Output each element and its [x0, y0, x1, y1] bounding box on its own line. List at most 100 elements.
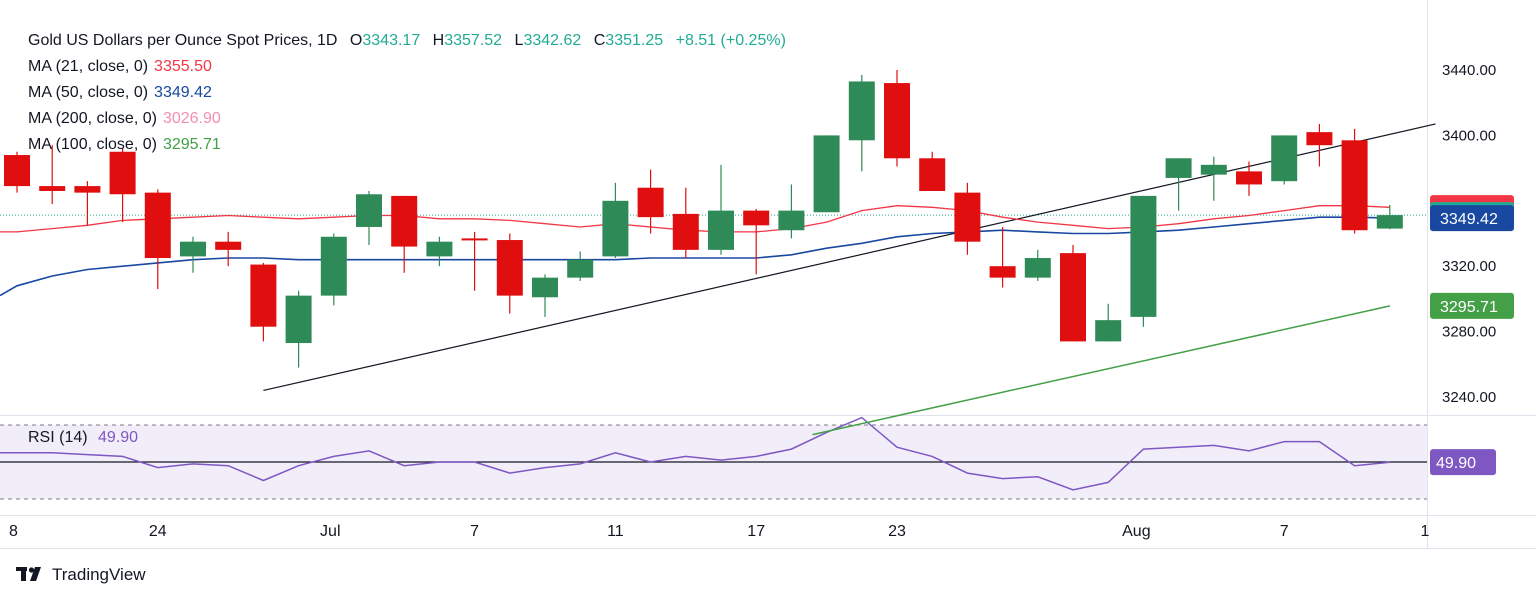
- candle-body: [1095, 320, 1122, 342]
- ma21-label: MA (21, close, 0): [28, 58, 149, 75]
- candle-body: [180, 241, 206, 257]
- candle: [884, 70, 910, 167]
- candle-body: [602, 200, 629, 257]
- candle-body: [567, 259, 594, 278]
- time-tick-label: 23: [888, 523, 906, 540]
- candle-body: [74, 186, 101, 193]
- candle-body: [848, 81, 875, 141]
- time-tick-label: 17: [747, 523, 765, 540]
- chart-legend: Gold US Dollars per Ounce Spot Prices, 1…: [28, 28, 786, 158]
- candle: [74, 181, 101, 226]
- rsi-label: RSI (14): [28, 429, 88, 446]
- time-tick-label: 11: [607, 523, 624, 540]
- ma50-value: 3349.42: [154, 84, 212, 101]
- candle-body: [496, 240, 523, 296]
- candle: [1165, 158, 1192, 211]
- ma100-value: 3295.71: [162, 136, 221, 153]
- candle-body: [320, 236, 347, 296]
- candle-body: [1271, 135, 1298, 182]
- price-tick-label: 3440.00: [1442, 62, 1496, 79]
- candle: [215, 231, 242, 267]
- candle: [1376, 204, 1403, 230]
- rsi-legend-value: 49.90: [98, 429, 139, 446]
- candle-body: [954, 192, 981, 242]
- candle: [602, 182, 629, 259]
- candle: [4, 151, 30, 193]
- ma50-legend[interactable]: MA (50, close, 0) 3349.42: [28, 80, 786, 106]
- tradingview-brand[interactable]: TradingView: [16, 565, 146, 585]
- candle-body: [1236, 171, 1262, 185]
- candle: [426, 236, 453, 267]
- candle-body: [1376, 215, 1403, 229]
- ma100-legend[interactable]: MA (100, close, 0) 3295.71: [28, 132, 786, 158]
- price-badge-label: 3349.42: [1440, 211, 1498, 228]
- high-value: 3357.52: [444, 32, 503, 49]
- rsi-line: [0, 416, 1390, 491]
- candle: [532, 274, 558, 317]
- candle-body: [1165, 158, 1192, 178]
- candle-body: [215, 241, 242, 250]
- title-row: Gold US Dollars per Ounce Spot Prices, 1…: [28, 28, 786, 54]
- candle: [919, 151, 946, 191]
- candle-body: [461, 238, 488, 241]
- candle-body: [884, 83, 910, 159]
- candle: [708, 164, 734, 255]
- candle-body: [1130, 195, 1157, 317]
- candle: [743, 208, 770, 275]
- time-tick-label: 7: [470, 523, 479, 540]
- price-tick-label: 3320.00: [1442, 258, 1496, 275]
- candle: [672, 187, 699, 259]
- candle-body: [1306, 132, 1333, 146]
- chart-title: Gold US Dollars per Ounce Spot Prices, 1…: [28, 32, 338, 49]
- candle-body: [39, 186, 66, 191]
- candle: [1060, 244, 1086, 342]
- candle: [496, 233, 523, 314]
- time-tick-label: Jul: [320, 523, 340, 540]
- rsi-legend[interactable]: RSI (14) 49.90: [28, 429, 138, 447]
- candle: [1271, 135, 1298, 185]
- candle-body: [250, 264, 277, 327]
- candle: [1341, 128, 1368, 234]
- candle-body: [813, 135, 840, 213]
- candle-body: [778, 210, 805, 231]
- candle: [356, 190, 382, 245]
- price-badge: [1430, 292, 1514, 319]
- candle: [144, 189, 171, 290]
- candle-body: [1341, 140, 1368, 231]
- rsi-value-badge-label: 49.90: [1436, 455, 1476, 472]
- price-badge: [1430, 205, 1514, 232]
- high-label: H: [432, 32, 445, 49]
- ma50-label: MA (50, close, 0): [28, 84, 149, 101]
- candle-body: [391, 195, 418, 247]
- low-label: L: [514, 32, 524, 49]
- ma200-legend[interactable]: MA (200, close, 0) 3026.90: [28, 106, 786, 132]
- candle-body: [743, 210, 770, 226]
- close-label: C: [593, 32, 606, 49]
- candle-body: [144, 192, 171, 259]
- candle: [1236, 161, 1262, 196]
- trendline: [263, 123, 1436, 392]
- close-value: 3351.25: [605, 32, 664, 49]
- time-tick-label: 1: [1421, 523, 1430, 540]
- candle: [813, 135, 840, 213]
- candle-body: [285, 295, 312, 344]
- time-tick-label: Aug: [1122, 523, 1150, 540]
- candle-body: [1200, 164, 1227, 175]
- candle: [39, 145, 66, 205]
- ma21-legend[interactable]: MA (21, close, 0) 3355.50: [28, 54, 786, 80]
- candle: [1095, 303, 1122, 342]
- candle-body: [356, 194, 382, 227]
- candle-body: [919, 158, 946, 191]
- candle-body: [708, 210, 734, 250]
- price-tick-label: 3400.00: [1442, 127, 1496, 144]
- tradingview-logo-icon: [16, 567, 41, 581]
- candle: [637, 169, 664, 234]
- candle-body: [109, 151, 136, 195]
- ma21-value: 3355.50: [154, 58, 212, 75]
- candle-body: [426, 241, 453, 257]
- ma100-line: [812, 305, 1391, 436]
- candle: [778, 184, 805, 239]
- price-badge-label: 3295.71: [1440, 299, 1498, 316]
- candle-body: [532, 277, 558, 298]
